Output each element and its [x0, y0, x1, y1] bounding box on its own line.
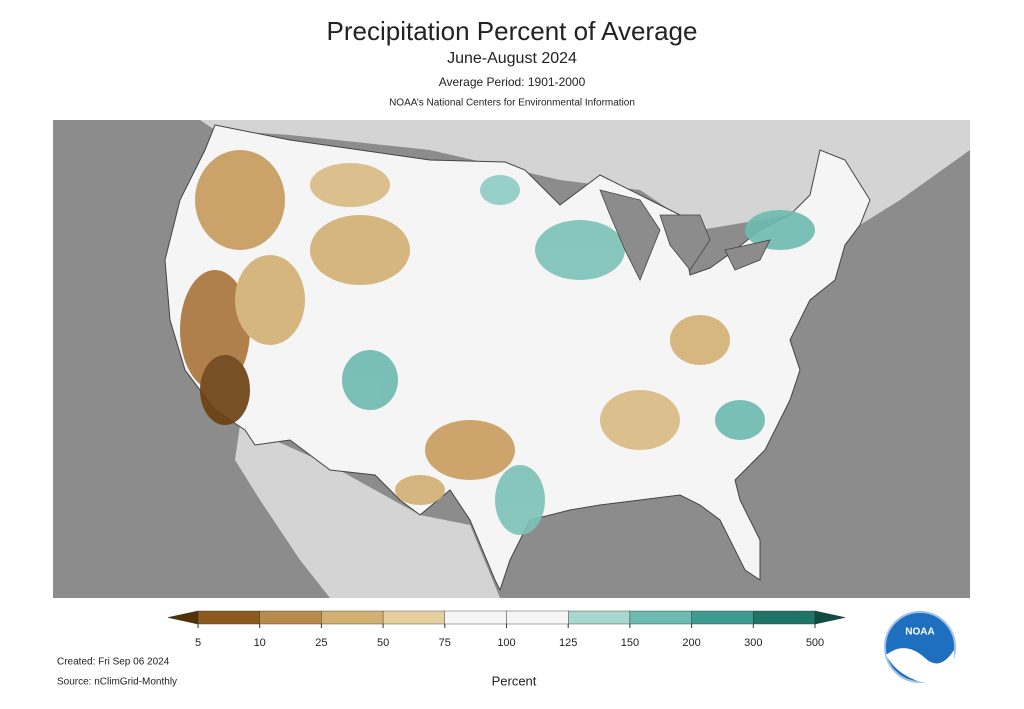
- colorbar-segment: [568, 610, 631, 625]
- colorbar: 5 10 25 50 75 100 125 150 200 300 500: [167, 610, 846, 649]
- colorbar-arrow: [167, 610, 199, 625]
- colorbar-tick-label: 50: [377, 637, 389, 649]
- colorbar-tick-label: 100: [497, 637, 515, 649]
- legend-label: Percent: [492, 673, 537, 688]
- colorbar-segment: [197, 610, 260, 625]
- colorbar-arrow: [814, 610, 846, 625]
- logo-wave: [886, 648, 954, 683]
- source-org: NOAA’s National Centers for Environmenta…: [389, 98, 635, 109]
- colorbar-tick-label: 25: [315, 637, 327, 649]
- colorbar-segment: [382, 610, 446, 625]
- source: Source: nClimGrid-Monthly: [57, 677, 177, 688]
- created: Created: Fri Sep 06 2024: [57, 657, 170, 668]
- anomaly-patches: [180, 150, 815, 535]
- colorbar-tick-label: 125: [559, 637, 577, 649]
- colorbar-tick-label: 500: [806, 637, 824, 649]
- map: [53, 120, 970, 598]
- great-lakes: [599, 189, 771, 281]
- colorbar-tick-label: 10: [254, 637, 266, 649]
- canada: [200, 120, 970, 230]
- colorbar-tick-label: 75: [439, 637, 451, 649]
- title: Precipitation Percent of Average: [327, 16, 698, 46]
- colorbar-segment: [259, 610, 322, 625]
- logo-text: NOAA: [905, 627, 934, 638]
- colorbar-tick-label: 5: [195, 637, 201, 649]
- colorbar-segment: [506, 610, 569, 625]
- colorbar-segment: [629, 610, 692, 625]
- colorbar-segment: [691, 610, 754, 625]
- colorbar-segment: [321, 610, 384, 625]
- subtitle: June-August 2024: [447, 50, 577, 67]
- colorbar-tick-label: 150: [621, 637, 639, 649]
- average-period: Average Period: 1901-2000: [439, 75, 586, 89]
- colorbar-segment: [753, 610, 816, 625]
- colorbar-segment: [444, 610, 507, 625]
- noaa-logo: NOAA: [884, 611, 956, 683]
- colorbar-tick-label: 200: [682, 637, 700, 649]
- mexico: [235, 425, 500, 598]
- colorbar-tick-label: 300: [744, 637, 762, 649]
